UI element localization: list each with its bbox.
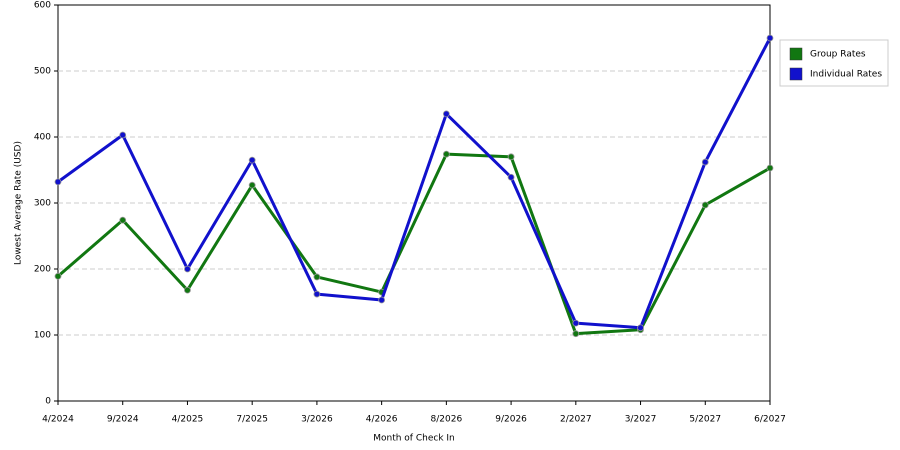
data-point — [248, 181, 256, 189]
x-axis-label: Month of Check In — [373, 434, 455, 444]
series-line — [57, 152, 771, 336]
x-tick-label: 4/2025 — [172, 415, 204, 425]
x-tick-label: 4/2024 — [42, 415, 74, 425]
y-axis-label: Lowest Average Rate (USD) — [14, 141, 24, 265]
x-tick-label: 8/2026 — [431, 415, 463, 425]
x-tick-label: 7/2025 — [236, 415, 268, 425]
data-point — [184, 265, 191, 273]
data-point — [248, 156, 256, 164]
x-tick-label: 6/2027 — [754, 415, 786, 425]
y-tick-label: 0 — [45, 397, 51, 407]
data-point — [54, 272, 62, 280]
data-point — [184, 286, 191, 294]
data-point — [766, 164, 774, 172]
data-point — [507, 153, 515, 161]
x-tick-label: 4/2026 — [366, 415, 398, 425]
data-point — [119, 131, 127, 139]
data-point — [313, 273, 321, 281]
x-tick-label: 9/2026 — [495, 415, 527, 425]
y-tick-label: 600 — [34, 1, 51, 11]
data-point — [637, 324, 644, 332]
series-line — [57, 37, 772, 330]
x-tick-label: 5/2027 — [689, 415, 721, 425]
y-tick-label: 400 — [34, 133, 51, 143]
data-point — [442, 150, 450, 158]
data-point — [572, 330, 580, 338]
data-point — [507, 173, 515, 181]
data-point — [701, 158, 709, 166]
data-point — [54, 178, 62, 186]
y-tick-label: 200 — [34, 265, 51, 275]
x-tick-label: 9/2024 — [107, 415, 139, 425]
data-point — [119, 216, 127, 224]
legend-swatch — [789, 67, 803, 81]
x-tick-label: 2/2027 — [560, 415, 592, 425]
y-tick-label: 500 — [34, 67, 51, 77]
data-point — [378, 296, 386, 304]
y-tick-label: 300 — [34, 199, 51, 209]
data-point — [442, 110, 450, 118]
x-tick-label: 3/2026 — [301, 415, 333, 425]
legend-label: Group Rates — [810, 50, 866, 60]
legend-swatch — [789, 47, 803, 61]
data-point — [313, 290, 321, 298]
x-tick-label: 3/2027 — [625, 415, 657, 425]
data-point — [701, 201, 709, 209]
data-point — [572, 319, 580, 327]
y-tick-label: 100 — [34, 331, 51, 341]
legend-label: Individual Rates — [810, 70, 882, 80]
data-point — [766, 34, 774, 42]
